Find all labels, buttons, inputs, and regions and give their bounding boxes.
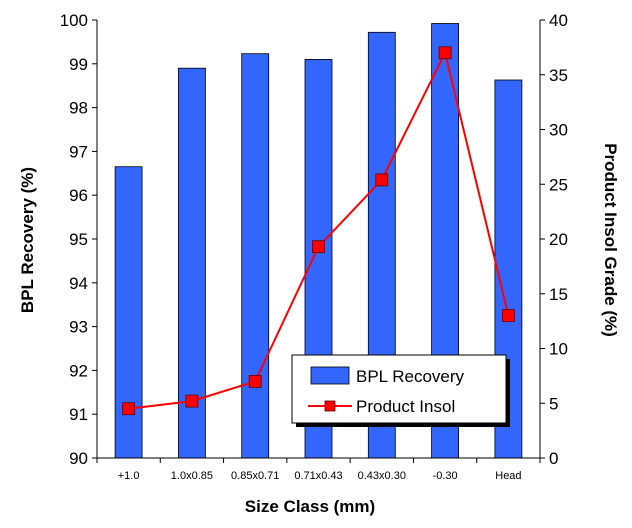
y-right-tick-label: 20 bbox=[549, 230, 568, 249]
legend-box bbox=[291, 354, 507, 424]
x-tick-label: -0.30 bbox=[433, 470, 458, 482]
y-right-tick-label: 5 bbox=[549, 394, 558, 413]
x-tick-label: 1.0x0.85 bbox=[171, 470, 213, 482]
y-left-tick-label: 99 bbox=[69, 55, 88, 74]
legend-marker-product-insol bbox=[324, 400, 336, 412]
ticks-layer: 90 91 92 93 94 95 96 97 98 99 100 0 5 10 15 20 25 30 35 40 +… bbox=[60, 11, 568, 482]
y-left-tick-label: 92 bbox=[69, 361, 88, 380]
y-right-tick-label: 30 bbox=[549, 121, 568, 140]
y-right-tick-label: 35 bbox=[549, 66, 568, 85]
product-insol-point-0.43x0.30 bbox=[375, 173, 389, 187]
product-insol-point-+1.0 bbox=[122, 402, 135, 416]
product-insol-point-0.85x0.71 bbox=[248, 374, 262, 388]
legend-label-bpl-recovery: BPL Recovery bbox=[356, 367, 465, 386]
y-left-tick-label: 96 bbox=[69, 186, 88, 205]
x-tick-label: 0.43x0.30 bbox=[358, 470, 406, 482]
product-insol-point--0.30 bbox=[438, 46, 452, 60]
y-right-tick-label: 10 bbox=[549, 340, 568, 359]
legend-swatch-bpl-recovery bbox=[310, 366, 350, 385]
bar-1.0x0.85 bbox=[177, 67, 206, 459]
legend: BPL Recovery Product Insol bbox=[291, 354, 510, 427]
x-tick-label: 0.71x0.43 bbox=[294, 470, 342, 482]
legend-label-product-insol: Product Insol bbox=[356, 397, 455, 416]
y-right-tick-label: 40 bbox=[549, 11, 568, 30]
x-axis-title: Size Class (mm) bbox=[245, 497, 375, 516]
y-axis-left-title: BPL Recovery (%) bbox=[18, 167, 37, 313]
y-left-tick-label: 94 bbox=[69, 274, 88, 293]
y-left-tick-label: 90 bbox=[69, 449, 88, 468]
y-left-tick-label: 93 bbox=[69, 318, 88, 337]
product-insol-point-Head bbox=[501, 309, 515, 323]
y-right-tick-label: 15 bbox=[549, 285, 568, 304]
y-right-tick-label: 0 bbox=[549, 449, 558, 468]
bar-0.85x0.71 bbox=[241, 53, 270, 459]
x-tick-label: Head bbox=[495, 470, 521, 482]
y-left-tick-label: 95 bbox=[69, 230, 88, 249]
line-layer bbox=[122, 46, 515, 416]
y-left-tick-label: 98 bbox=[69, 99, 88, 118]
y-left-tick-label: 91 bbox=[69, 405, 88, 424]
product-insol-point-1.0x0.85 bbox=[185, 394, 199, 408]
x-tick-label: 0.85x0.71 bbox=[231, 470, 279, 482]
y-left-tick-label: 100 bbox=[60, 11, 88, 30]
y-right-tick-label: 25 bbox=[549, 175, 568, 194]
product-insol-point-0.71x0.43 bbox=[312, 240, 325, 254]
y-axis-right-title: Product Insol Grade (%) bbox=[601, 143, 620, 337]
y-left-tick-label: 97 bbox=[69, 142, 88, 161]
x-tick-label: +1.0 bbox=[118, 470, 140, 482]
